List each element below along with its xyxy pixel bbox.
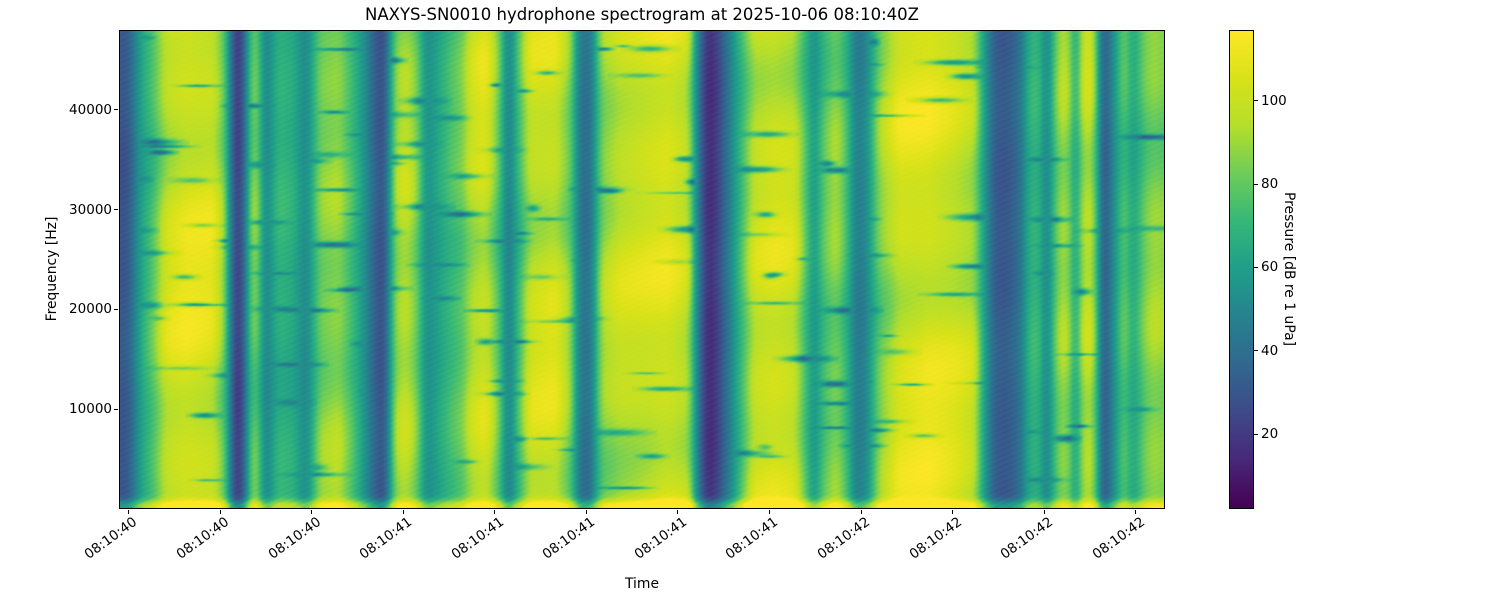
x-tick-label: 08:10:41	[539, 514, 599, 563]
x-tick-label: 08:10:42	[1089, 514, 1148, 563]
y-tick-label: 40000	[69, 101, 112, 118]
colorbar-tick-mark	[1254, 350, 1258, 352]
x-axis-label: Time	[625, 576, 659, 592]
x-tick-mark	[769, 510, 771, 514]
x-tick-mark	[494, 510, 496, 514]
x-tick-mark	[311, 510, 313, 514]
colorbar-tick-mark	[1254, 183, 1258, 185]
y-tick-label: 20000	[69, 301, 112, 318]
x-tick-label: 08:10:42	[997, 514, 1057, 563]
x-tick-label: 08:10:42	[906, 514, 965, 563]
colorbar-tick-label: 40	[1261, 342, 1279, 359]
x-tick-mark	[1043, 510, 1045, 514]
y-tick-label: 30000	[69, 201, 112, 218]
colorbar-tick-label: 100	[1261, 92, 1287, 109]
x-tick-mark	[402, 510, 404, 514]
y-tick-mark	[114, 209, 118, 211]
x-tick-label: 08:10:41	[448, 514, 507, 563]
colorbar-axis-label: Pressure [dB re 1 uPa]	[1281, 191, 1297, 347]
colorbar-gradient	[1230, 31, 1253, 508]
spectrogram-heatmap	[120, 31, 1164, 508]
x-tick-mark	[860, 510, 862, 514]
x-tick-label: 08:10:41	[723, 514, 782, 563]
y-tick-mark	[114, 109, 118, 111]
y-tick-label: 10000	[69, 401, 112, 418]
colorbar-tick-label: 60	[1261, 259, 1279, 276]
chart-title: NAXYS-SN0010 hydrophone spectrogram at 2…	[365, 5, 919, 24]
x-tick-label: 08:10:41	[356, 514, 416, 563]
colorbar	[1229, 30, 1254, 509]
x-tick-label: 08:10:41	[631, 514, 690, 563]
x-tick-mark	[219, 510, 221, 514]
y-tick-mark	[114, 408, 118, 410]
x-tick-label: 08:10:40	[265, 514, 324, 563]
colorbar-tick-mark	[1254, 100, 1258, 102]
y-axis-label: Frequency [Hz]	[44, 216, 60, 322]
colorbar-tick-label: 20	[1261, 426, 1279, 443]
y-tick-mark	[114, 308, 118, 310]
x-tick-mark	[677, 510, 679, 514]
x-tick-mark	[585, 510, 587, 514]
colorbar-tick-mark	[1254, 266, 1258, 268]
colorbar-tick-label: 80	[1261, 176, 1279, 193]
colorbar-tick-mark	[1254, 433, 1258, 435]
x-tick-label: 08:10:40	[173, 514, 233, 563]
x-tick-mark	[127, 510, 129, 514]
plot-area	[119, 30, 1165, 509]
x-tick-label: 08:10:42	[814, 514, 874, 563]
x-tick-mark	[952, 510, 954, 514]
x-tick-label: 08:10:40	[81, 514, 141, 563]
x-tick-mark	[1135, 510, 1137, 514]
